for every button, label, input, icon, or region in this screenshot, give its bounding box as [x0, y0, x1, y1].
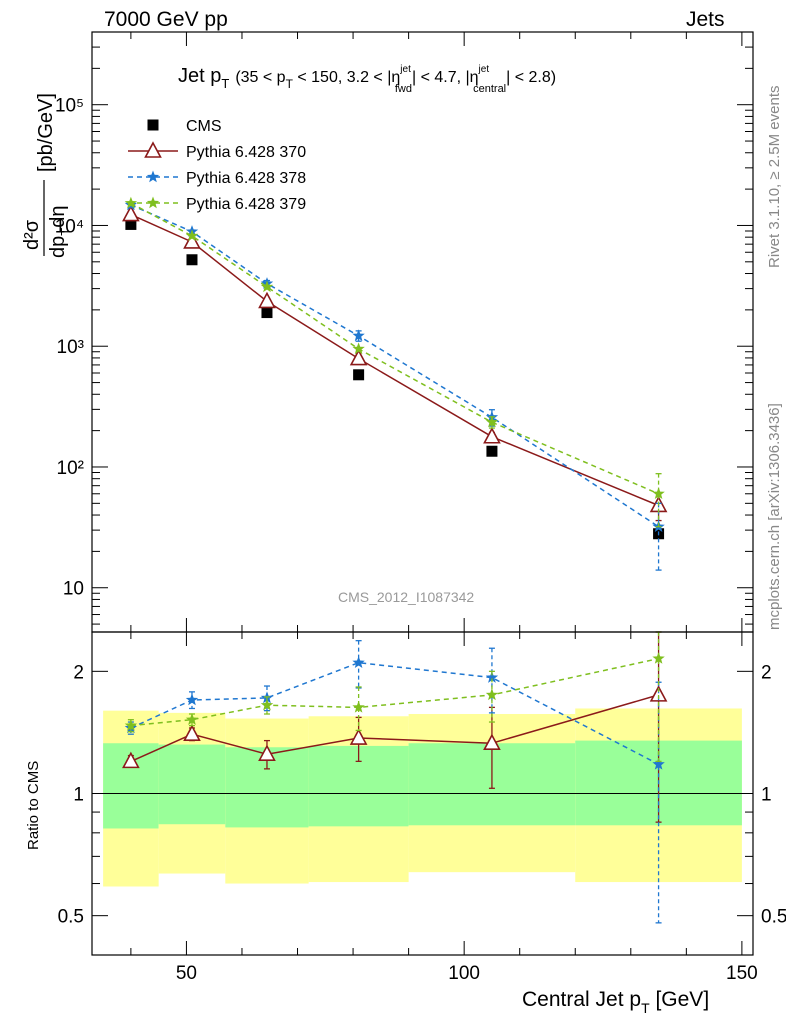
- ratio-y-tick-label-right: 0.5: [761, 907, 786, 928]
- data-point-star: [352, 342, 365, 355]
- data-point-triangle: [258, 291, 276, 309]
- data-point-triangle: [183, 724, 201, 741]
- y-tick-label: 10: [63, 579, 84, 600]
- ratio-series-group: [122, 631, 668, 924]
- data-point-star: [185, 693, 199, 706]
- x-axis-label: Central Jet pT [GeV]: [522, 988, 709, 1016]
- legend-label: Pythia 6.428 370: [186, 144, 306, 161]
- y-tick-label: 10⁵: [55, 96, 84, 117]
- legend: CMS Pythia 6.428 370 Pythia 6.428 378 Pythi…: [128, 118, 306, 213]
- data-point-star: [352, 656, 365, 668]
- svg-text:[pb/GeV]: [pb/GeV]: [35, 93, 57, 172]
- ratio-y-axis-label: Ratio to CMS: [25, 761, 42, 850]
- data-point-star: [652, 487, 665, 499]
- data-point-triangle: [349, 728, 368, 745]
- data-point-square: [486, 445, 498, 457]
- ratio-y-tick-label: 2: [73, 662, 84, 683]
- data-point-square: [147, 119, 159, 131]
- header-process: 7000 GeV pp: [104, 8, 228, 31]
- legend-label: Pythia 6.428 378: [186, 170, 306, 187]
- x-tick-label: 150: [726, 963, 758, 984]
- data-point-star: [260, 280, 274, 293]
- y-tick-label: 10³: [57, 337, 84, 358]
- series-line: [130, 694, 659, 763]
- data-point-triangle: [483, 733, 501, 751]
- ratio-y-tick-label-right: 1: [761, 785, 772, 806]
- main-panel: 10 10² 10³ 10⁴ 10⁵: [55, 31, 754, 955]
- data-point-star: [652, 652, 665, 664]
- svg-text:dpTdη: dpTdη: [47, 206, 73, 258]
- series-line: [130, 204, 660, 528]
- data-point-triangle: [349, 348, 368, 366]
- series-line: [130, 661, 659, 765]
- y-tick-label: 10⁴: [55, 216, 84, 237]
- series-line: [130, 202, 659, 495]
- x-tick-label: 100: [448, 963, 480, 984]
- header-observable: Jets: [686, 8, 725, 31]
- data-point-triangle: [258, 744, 276, 761]
- data-point-star: [260, 698, 274, 711]
- x-tick-label: 50: [176, 963, 197, 984]
- data-point-star: [146, 170, 160, 183]
- data-point-triangle: [649, 685, 668, 702]
- svg-text:d²σ: d²σ: [21, 219, 43, 250]
- data-point-square: [125, 218, 137, 230]
- y-tick-label: 10²: [57, 458, 84, 479]
- data-point-triangle: [122, 204, 140, 222]
- data-point-star: [485, 415, 499, 428]
- data-point-star: [185, 713, 199, 725]
- legend-label: CMS: [186, 118, 222, 135]
- data-point-star: [485, 688, 499, 701]
- data-point-triangle: [483, 427, 501, 444]
- data-point-star: [652, 757, 665, 770]
- data-point-triangle: [144, 141, 162, 158]
- ratio-y-tick-label: 1: [73, 785, 84, 806]
- inner-band: [158, 744, 226, 825]
- ratio-axis-ticks: 50 100 150 0.5 0.5 1 1 2 2: [58, 631, 786, 984]
- data-point-star: [485, 671, 499, 683]
- data-point-square: [353, 369, 365, 381]
- data-point-square: [186, 254, 198, 266]
- data-point-star: [146, 196, 160, 209]
- ratio-panel: 50 100 150 0.5 0.5 1 1 2 2: [58, 631, 786, 984]
- main-series-group: [122, 196, 668, 571]
- series-line: [130, 657, 659, 727]
- series-line: [130, 213, 659, 507]
- analysis-watermark: CMS_2012_I1087342: [338, 589, 475, 605]
- main-y-axis-label: d²σ dpTdη [pb/GeV]: [21, 93, 73, 258]
- data-point-star: [124, 719, 138, 731]
- data-point-star: [185, 229, 199, 242]
- main-axis-ticks: 10 10² 10³ 10⁴ 10⁵: [55, 31, 754, 955]
- data-point-triangle: [122, 751, 140, 769]
- data-point-square: [261, 307, 273, 319]
- plot-title: Jet pT (35 < pT < 150, 3.2 < |ηjet fwd| < …: [178, 64, 556, 95]
- data-point-star: [352, 700, 365, 713]
- ratio-y-tick-label-right: 2: [761, 662, 772, 683]
- ratio-y-tick-label: 0.5: [58, 907, 84, 928]
- legend-label: Pythia 6.428 379: [186, 196, 306, 213]
- data-point-star: [352, 329, 365, 342]
